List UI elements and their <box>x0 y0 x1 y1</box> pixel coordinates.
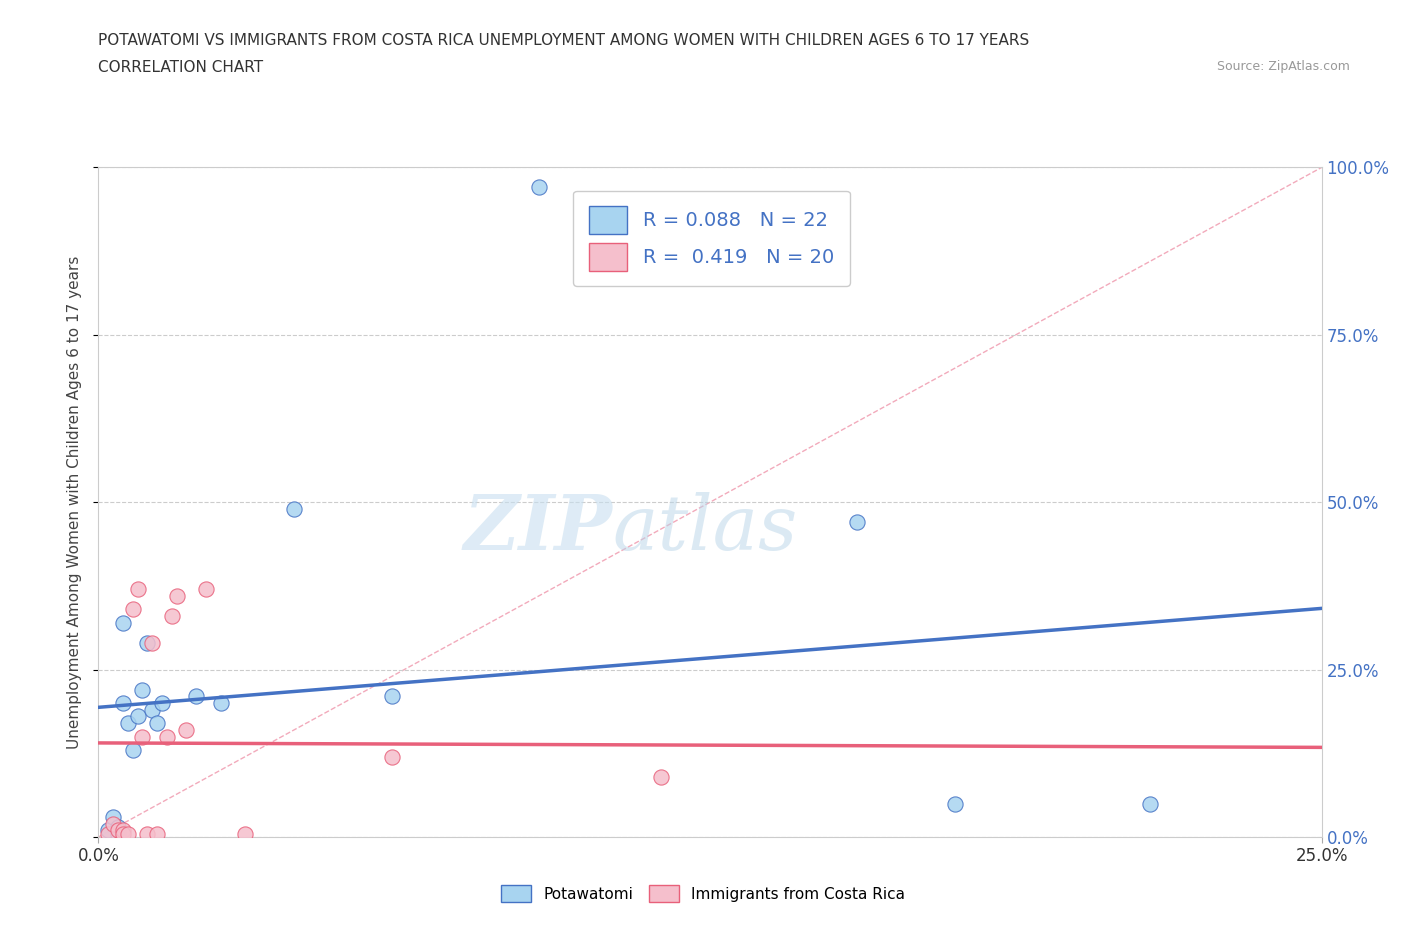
Point <box>101 817 124 831</box>
Y-axis label: Unemployment Among Women with Children Ages 6 to 17 years: Unemployment Among Women with Children A… <box>67 256 83 749</box>
Point <box>527 180 550 195</box>
Point <box>156 729 179 744</box>
Point <box>186 689 208 704</box>
Legend: R = 0.088   N = 22, R =  0.419   N = 20: R = 0.088 N = 22, R = 0.419 N = 20 <box>574 191 849 286</box>
Point <box>195 582 218 597</box>
Point <box>1139 796 1161 811</box>
Point <box>146 826 169 841</box>
Point <box>131 683 153 698</box>
Point <box>131 729 153 744</box>
Point <box>107 823 129 838</box>
Point <box>121 742 143 757</box>
Point <box>209 696 232 711</box>
Point <box>176 723 198 737</box>
Point <box>127 582 149 597</box>
Point <box>136 826 159 841</box>
Point <box>166 589 188 604</box>
Point <box>111 616 134 631</box>
Legend: Potawatomi, Immigrants from Costa Rica: Potawatomi, Immigrants from Costa Rica <box>495 879 911 909</box>
Point <box>117 826 139 841</box>
Text: ZIP: ZIP <box>464 492 612 566</box>
Text: CORRELATION CHART: CORRELATION CHART <box>98 60 263 75</box>
Point <box>111 823 134 838</box>
Text: POTAWATOMI VS IMMIGRANTS FROM COSTA RICA UNEMPLOYMENT AMONG WOMEN WITH CHILDREN : POTAWATOMI VS IMMIGRANTS FROM COSTA RICA… <box>98 33 1029 47</box>
Point <box>160 608 183 623</box>
Point <box>127 709 149 724</box>
Point <box>136 635 159 650</box>
Text: atlas: atlas <box>612 492 797 566</box>
Point <box>107 819 129 834</box>
Point <box>233 826 256 841</box>
Point <box>943 796 966 811</box>
Point <box>650 769 672 784</box>
Point <box>146 716 169 731</box>
Point <box>107 826 129 841</box>
Point <box>150 696 173 711</box>
Point <box>381 689 404 704</box>
Point <box>381 750 404 764</box>
Point <box>117 716 139 731</box>
Point <box>845 515 868 530</box>
Point <box>141 702 163 717</box>
Point <box>141 635 163 650</box>
Point <box>111 696 134 711</box>
Point <box>111 826 134 841</box>
Point <box>121 602 143 617</box>
Point <box>97 823 120 838</box>
Point <box>97 826 120 841</box>
Point <box>101 809 124 824</box>
Text: Source: ZipAtlas.com: Source: ZipAtlas.com <box>1216 60 1350 73</box>
Point <box>283 501 305 516</box>
